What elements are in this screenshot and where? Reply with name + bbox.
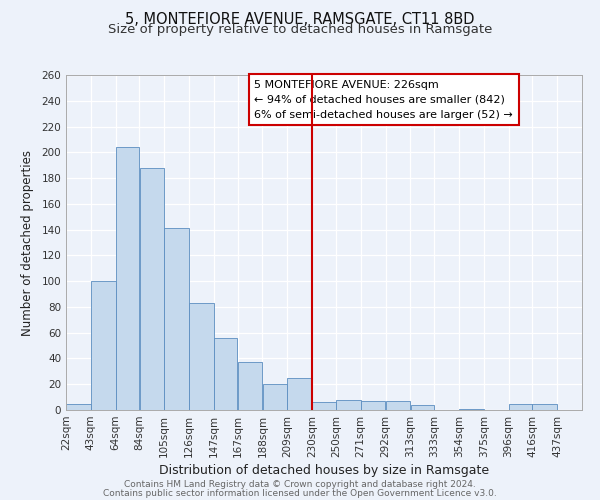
Bar [313, 402, 335, 410]
Bar [263, 384, 287, 410]
Bar [410, 405, 434, 410]
Text: Contains public sector information licensed under the Open Government Licence v3: Contains public sector information licen… [103, 488, 497, 498]
Y-axis label: Number of detached properties: Number of detached properties [22, 150, 34, 336]
Bar [509, 404, 532, 410]
Bar [386, 401, 410, 410]
Bar [214, 338, 238, 410]
Bar [91, 281, 116, 410]
Text: 5 MONTEFIORE AVENUE: 226sqm
← 94% of detached houses are smaller (842)
6% of sem: 5 MONTEFIORE AVENUE: 226sqm ← 94% of det… [254, 80, 513, 120]
Bar [459, 408, 484, 410]
Text: Size of property relative to detached houses in Ramsgate: Size of property relative to detached ho… [108, 22, 492, 36]
Bar [116, 147, 139, 410]
Bar [140, 168, 164, 410]
Bar [238, 362, 262, 410]
X-axis label: Distribution of detached houses by size in Ramsgate: Distribution of detached houses by size … [159, 464, 489, 477]
Bar [66, 404, 91, 410]
Bar [164, 228, 189, 410]
Bar [287, 378, 312, 410]
Text: 5, MONTEFIORE AVENUE, RAMSGATE, CT11 8BD: 5, MONTEFIORE AVENUE, RAMSGATE, CT11 8BD [125, 12, 475, 28]
Text: Contains HM Land Registry data © Crown copyright and database right 2024.: Contains HM Land Registry data © Crown c… [124, 480, 476, 489]
Bar [361, 401, 385, 410]
Bar [189, 303, 214, 410]
Bar [336, 400, 361, 410]
Bar [532, 404, 557, 410]
